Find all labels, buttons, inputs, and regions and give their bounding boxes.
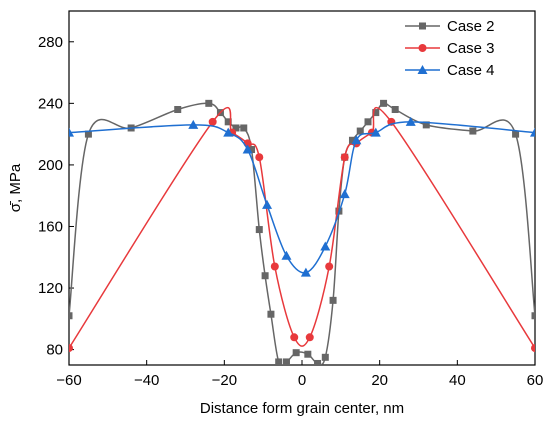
data-point (261, 272, 269, 280)
series-case-4 (69, 116, 535, 277)
data-point (223, 127, 234, 137)
data-point (422, 121, 430, 129)
y-tick-label: 280 (38, 34, 63, 51)
series-line (69, 106, 535, 349)
data-point (292, 349, 300, 357)
data-point (304, 350, 312, 358)
series-case-3 (69, 106, 535, 353)
data-point (267, 310, 275, 318)
data-point (69, 344, 73, 353)
x-tick-label: 60 (527, 372, 544, 389)
data-point (380, 99, 388, 107)
data-point (242, 144, 253, 154)
data-point (325, 262, 334, 271)
data-point (224, 118, 232, 126)
data-point (372, 109, 380, 117)
x-axis-ticks: −60 −40 −20 0 20 40 60 (56, 360, 543, 389)
data-point (282, 358, 290, 365)
y-tick-label: 80 (46, 342, 63, 359)
data-point (512, 130, 520, 138)
x-tick-label: 40 (449, 372, 466, 389)
legend-item: Case 3 (405, 40, 495, 57)
data-point (356, 127, 364, 135)
data-point (348, 136, 356, 144)
y-tick-label: 200 (38, 157, 63, 174)
legend: Case 2 Case 3 Case 4 (405, 18, 495, 79)
data-point (281, 250, 292, 260)
data-point (370, 127, 381, 137)
data-point (255, 153, 264, 162)
y-tick-label: 160 (38, 218, 63, 235)
data-point (275, 358, 283, 365)
legend-marker (417, 65, 428, 74)
y-axis-title: σ̄, MPa (7, 163, 24, 212)
data-point (314, 359, 322, 365)
data-point (240, 124, 248, 132)
legend-marker (419, 22, 426, 30)
data-point (391, 106, 399, 114)
x-tick-label: −20 (212, 372, 237, 389)
x-tick-label: −60 (56, 372, 81, 389)
legend-item: Case 2 (405, 18, 495, 35)
data-point (351, 135, 362, 145)
y-tick-label: 240 (38, 95, 63, 112)
series-line (69, 121, 535, 274)
x-tick-label: 20 (371, 372, 388, 389)
legend-item: Case 4 (405, 62, 495, 79)
data-point (232, 124, 240, 132)
data-point (290, 333, 299, 342)
series-layer (69, 99, 535, 365)
x-tick-label: 0 (298, 372, 306, 389)
data-point (174, 106, 182, 114)
data-point (300, 267, 311, 277)
data-point (340, 153, 349, 162)
x-tick-label: −40 (134, 372, 159, 389)
data-point (531, 344, 535, 353)
data-point (84, 130, 92, 138)
legend-label: Case 3 (447, 40, 495, 57)
data-point (248, 146, 256, 154)
data-point (205, 99, 213, 107)
data-point (329, 296, 337, 304)
data-point (255, 226, 263, 234)
data-point (270, 262, 279, 271)
data-point (262, 199, 273, 209)
data-point (320, 241, 331, 251)
data-point (531, 312, 535, 320)
data-point (405, 116, 416, 126)
data-point (530, 127, 535, 137)
data-point (188, 119, 199, 129)
y-tick-label: 120 (38, 280, 63, 297)
legend-label: Case 4 (447, 62, 495, 79)
data-point (364, 118, 372, 126)
legend-marker (418, 44, 427, 52)
data-point (69, 312, 73, 320)
x-axis-title: Distance form grain center, nm (200, 400, 404, 417)
data-point (469, 127, 477, 135)
series-case-2 (69, 99, 535, 365)
data-point (208, 117, 217, 126)
y-axis-ticks: 80 120 160 200 240 280 (38, 34, 74, 359)
data-point (69, 127, 74, 137)
data-point (321, 353, 329, 361)
data-point (339, 189, 350, 199)
legend-label: Case 2 (447, 18, 495, 35)
data-point (305, 333, 314, 342)
